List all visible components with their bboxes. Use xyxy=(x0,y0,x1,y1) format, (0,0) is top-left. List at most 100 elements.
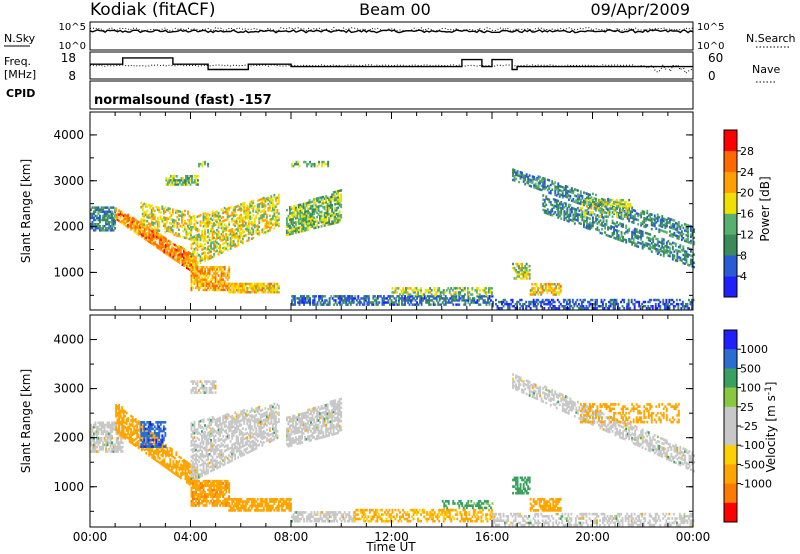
power-cell xyxy=(328,200,331,203)
power-cell xyxy=(158,245,161,249)
power-cell xyxy=(103,225,106,228)
power-cell xyxy=(534,302,537,306)
power-cell xyxy=(273,195,276,199)
power-cell xyxy=(192,250,194,254)
power-cell xyxy=(313,210,316,213)
velocity-cell xyxy=(91,428,94,431)
velocity-cell xyxy=(119,409,122,413)
power-cell xyxy=(686,305,689,308)
power-cell xyxy=(564,298,567,302)
power-cell xyxy=(524,174,527,178)
power-cell xyxy=(662,300,665,304)
power-cell xyxy=(293,215,296,218)
power-cell xyxy=(267,196,270,200)
power-cell xyxy=(567,198,570,201)
velocity-cell xyxy=(128,433,131,437)
cpid-value: normalsound (fast) -157 xyxy=(94,93,272,108)
power-colorbar-swatch xyxy=(724,150,737,173)
power-cell xyxy=(214,238,217,241)
power-cell xyxy=(563,214,566,217)
power-cell xyxy=(522,277,525,280)
power-cell xyxy=(543,177,546,180)
power-cell xyxy=(234,208,237,211)
power-cell xyxy=(146,226,149,229)
power-cell xyxy=(453,287,456,290)
power-cell xyxy=(196,254,199,258)
power-cell xyxy=(558,193,561,196)
power-cell xyxy=(331,220,334,223)
power-cell xyxy=(220,239,223,242)
power-cell xyxy=(214,246,217,249)
power-cell xyxy=(105,227,108,230)
power-cell xyxy=(296,212,299,215)
power-cell xyxy=(211,266,214,269)
power-cell xyxy=(679,258,682,262)
power-cell xyxy=(650,217,653,221)
power-cell xyxy=(449,297,452,300)
power-cell xyxy=(625,224,628,227)
power-cell xyxy=(273,291,276,294)
power-cell xyxy=(326,215,329,218)
power-cell xyxy=(682,257,685,261)
power-cell xyxy=(192,252,194,256)
power-cell xyxy=(310,221,313,224)
power-cell xyxy=(404,299,407,302)
power-cell xyxy=(199,270,202,273)
velocity-cell xyxy=(96,430,98,433)
power-cell xyxy=(436,291,439,294)
power-cell xyxy=(550,298,553,302)
power-cell xyxy=(690,233,692,236)
power-cell xyxy=(311,225,314,228)
power-cell xyxy=(540,184,543,188)
power-cell xyxy=(163,246,166,250)
power-cell xyxy=(100,227,103,230)
power-cell xyxy=(102,214,105,218)
power-cell xyxy=(195,181,198,184)
power-cell xyxy=(421,293,424,296)
velocity-cell xyxy=(96,434,98,438)
power-cell xyxy=(626,307,629,310)
power-cell xyxy=(449,301,452,304)
power-cell xyxy=(146,213,149,217)
power-cell xyxy=(518,174,521,178)
power-cell xyxy=(587,212,590,216)
power-cell xyxy=(620,235,623,238)
power-cell xyxy=(560,213,563,216)
power-cell xyxy=(164,216,167,220)
power-cell xyxy=(555,285,558,288)
power-cell xyxy=(173,233,176,237)
power-cell xyxy=(532,305,535,308)
power-cell xyxy=(549,192,552,195)
power-cell xyxy=(541,287,544,290)
velocity-cell xyxy=(118,434,121,438)
power-cell xyxy=(205,219,208,222)
power-cell xyxy=(210,268,213,271)
power-cell xyxy=(193,258,196,261)
power-cell xyxy=(144,203,147,206)
velocity-cell xyxy=(130,436,133,440)
power-cell xyxy=(273,214,276,217)
power-cell xyxy=(328,208,331,212)
power-cell xyxy=(136,221,139,225)
velocity-cell xyxy=(163,462,166,466)
power-cell xyxy=(273,226,276,230)
power-cell xyxy=(594,307,597,310)
power-cell xyxy=(175,253,178,256)
velocity-cell xyxy=(160,449,163,453)
power-cell xyxy=(604,231,607,234)
power-cell xyxy=(602,216,605,219)
power-cell xyxy=(564,212,567,216)
power-cell xyxy=(96,227,98,230)
power-cell xyxy=(671,258,674,261)
power-cell xyxy=(197,175,199,178)
power-cell xyxy=(223,206,226,210)
power-cell xyxy=(216,220,219,224)
power-cell xyxy=(491,291,493,294)
power-cell xyxy=(680,236,683,239)
power-cell xyxy=(264,222,267,226)
power-cell xyxy=(661,223,664,226)
power-cell xyxy=(149,241,152,245)
power-cell xyxy=(473,301,476,304)
velocity-cell xyxy=(106,421,109,425)
power-cell xyxy=(261,230,264,233)
